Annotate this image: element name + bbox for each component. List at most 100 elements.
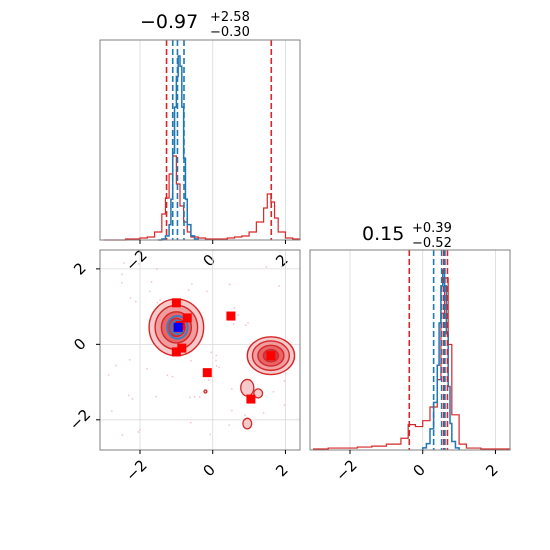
sample-dot — [115, 364, 118, 367]
sample-dot — [190, 283, 193, 285]
red-square-marker — [246, 394, 256, 404]
panel-title-minus: −0.30 — [210, 25, 250, 40]
sample-dot — [127, 394, 130, 397]
sample-dot — [233, 307, 236, 309]
y-tick-label: 0 — [70, 335, 89, 354]
histogram-line — [158, 55, 199, 241]
panel-top-left-histogram: −2 0 2 −0.97 +2.58 −0.30 — [99, 10, 301, 275]
panel-title-plus: +2.58 — [210, 10, 250, 25]
x-tick-label: 0 — [199, 251, 218, 270]
sample-dot — [232, 323, 235, 325]
sample-dot — [228, 283, 231, 286]
sample-dot — [283, 404, 286, 407]
red-square-marker — [177, 343, 187, 353]
red-square-marker — [171, 298, 181, 308]
y-tick-label: −2 — [66, 406, 94, 434]
sample-dot — [137, 262, 140, 265]
sample-dot — [171, 375, 174, 378]
panel-title-plus: +0.39 — [412, 221, 452, 236]
sample-dot — [189, 421, 192, 424]
sample-dot — [134, 300, 137, 303]
panel-bottom-left-contour: −2 0 2 −2 0 2 — [66, 249, 301, 485]
blue-contour — [166, 315, 189, 340]
x-tick-label: 2 — [482, 461, 501, 480]
sample-dot — [121, 273, 123, 276]
sample-dot — [146, 367, 149, 370]
sample-dot — [189, 359, 192, 362]
sample-dot — [215, 354, 218, 357]
histogram-series — [313, 269, 511, 450]
sample-dot — [129, 297, 132, 299]
sample-dot — [228, 424, 231, 426]
sample-dot — [131, 398, 134, 400]
sample-dot — [121, 434, 124, 436]
red-square-marker — [202, 368, 212, 378]
sample-dot — [187, 289, 190, 291]
sample-dot — [262, 411, 265, 414]
sample-dot — [215, 359, 217, 362]
histogram-series — [103, 55, 301, 241]
contour-series — [107, 262, 296, 436]
sample-dot — [218, 366, 220, 369]
sample-dot — [280, 265, 283, 268]
sample-dot — [244, 324, 247, 327]
x-tick-label: 2 — [272, 461, 291, 480]
sample-dot — [122, 262, 125, 264]
sample-dot — [155, 395, 158, 398]
red-contour — [242, 417, 253, 430]
sample-dot — [198, 396, 201, 398]
histogram-line — [313, 277, 511, 450]
sample-dot — [107, 373, 110, 376]
sample-dot — [166, 374, 169, 377]
sample-dot — [156, 301, 159, 304]
axes-frame — [309, 249, 511, 451]
sample-markers — [171, 298, 276, 404]
sample-dot — [189, 396, 191, 399]
y-tick-label: 2 — [70, 259, 89, 278]
red-contour — [253, 388, 264, 399]
sample-dot — [247, 321, 249, 324]
sample-dot — [205, 290, 208, 293]
panel-title-minus: −0.52 — [412, 236, 452, 251]
x-tick-label: 0 — [199, 461, 218, 480]
sample-dot — [265, 266, 268, 268]
sample-dot — [215, 364, 218, 367]
sample-dot — [137, 431, 140, 433]
panel-bottom-right-histogram: −2 0 2 0.15 +0.39 −0.52 — [309, 221, 511, 485]
sample-dot — [110, 410, 113, 413]
sample-dot — [283, 380, 286, 382]
sample-dot — [139, 428, 141, 431]
blue-square-marker — [173, 322, 183, 332]
sample-dot — [230, 409, 233, 412]
sample-dot — [207, 379, 210, 381]
sample-dot — [150, 280, 153, 283]
sample-dot — [272, 390, 275, 393]
quantile-lines — [408, 250, 449, 450]
axes-frame — [99, 39, 301, 241]
sample-dot — [209, 433, 212, 436]
panel-title: −0.97 — [140, 11, 198, 33]
red-square-marker — [226, 311, 236, 321]
x-tick-label: 0 — [409, 461, 428, 480]
grid — [349, 250, 496, 450]
histogram-line — [103, 155, 301, 241]
panel-title: 0.15 — [362, 223, 404, 245]
red-square-marker — [266, 351, 276, 361]
sample-dot — [193, 395, 196, 398]
sample-dot — [210, 351, 213, 354]
x-tick-label: −2 — [332, 456, 360, 484]
sample-dot — [244, 414, 246, 417]
sample-dot — [148, 290, 151, 293]
sample-dot — [278, 285, 281, 287]
sample-dot — [120, 281, 123, 284]
x-tick-label: −2 — [122, 246, 150, 274]
red-square-marker — [171, 347, 181, 357]
x-ticks: −2 0 2 — [122, 240, 292, 275]
sample-dot — [128, 358, 131, 361]
quantile-lines — [165, 40, 273, 240]
sample-dot — [159, 299, 161, 302]
red-square-marker — [182, 313, 192, 323]
x-tick-label: −2 — [122, 456, 150, 484]
sample-dot — [230, 387, 233, 390]
